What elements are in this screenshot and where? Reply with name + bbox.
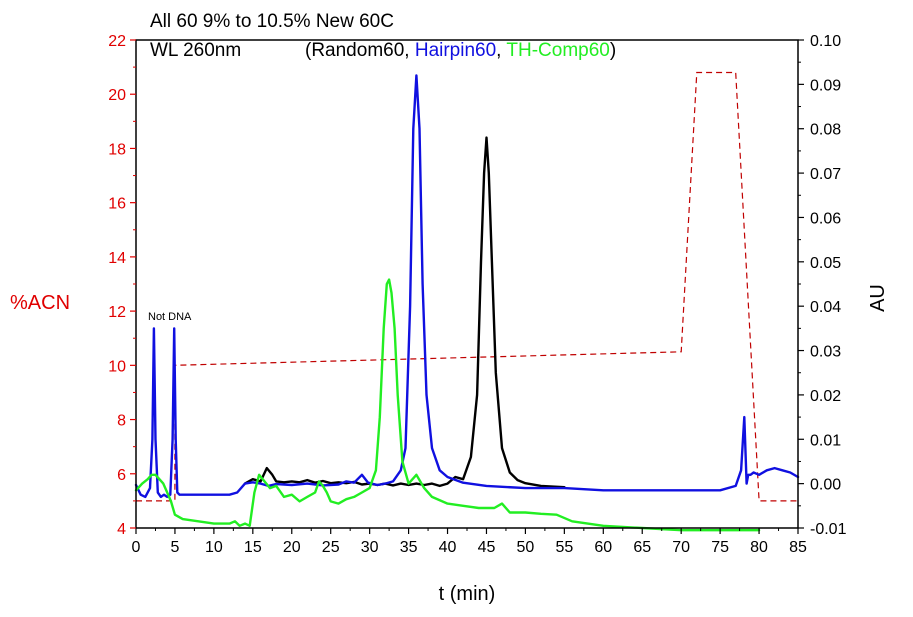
- y-right-tick-label: -0.01: [810, 521, 847, 538]
- y-right-tick-label: 0.06: [810, 210, 841, 227]
- y-right-tick-label: 0.04: [810, 299, 841, 316]
- legend-close-paren: ): [610, 40, 616, 61]
- x-tick-label: 45: [478, 539, 496, 556]
- x-tick-label: 25: [322, 539, 340, 556]
- y-right-tick-label: 0.09: [810, 77, 841, 94]
- x-tick-label: 30: [361, 539, 379, 556]
- legend-open-paren: (: [305, 40, 312, 61]
- chart-subtitle: WL 260nm: [150, 40, 241, 61]
- y-axis-right-label: AU: [867, 284, 889, 312]
- y-left-tick-label: 12: [108, 304, 126, 321]
- x-tick-label: 70: [672, 539, 690, 556]
- y-left-tick-label: 4: [117, 521, 126, 538]
- y-right-tick-label: 0.05: [810, 255, 841, 272]
- series-line-random60: [243, 136, 566, 489]
- x-tick-label: 75: [711, 539, 729, 556]
- y-right-tick-label: 0.01: [810, 432, 841, 449]
- y-right-tick-label: 0.03: [810, 344, 841, 361]
- legend-separator: ,: [496, 40, 506, 61]
- legend-separator: ,: [404, 40, 415, 61]
- chart-title: All 60 9% to 10.5% New 60C: [150, 11, 394, 32]
- y-axis-left: 4 6 8 10 12 14 16 18 20 22: [108, 33, 136, 538]
- acn-gradient-line: [136, 71, 798, 502]
- legend-item-hairpin60: Hairpin60: [415, 40, 496, 61]
- y-left-tick-label: 22: [108, 33, 126, 50]
- y-right-tick-label: 0.02: [810, 388, 841, 405]
- traces-layer: [134, 74, 800, 532]
- x-tick-label: 0: [132, 539, 141, 556]
- y-left-tick-label: 20: [108, 87, 126, 104]
- y-left-tick-label: 18: [108, 141, 126, 158]
- y-left-tick-label: 14: [108, 250, 126, 267]
- y-right-tick-label: 0.00: [810, 477, 841, 494]
- x-axis: 0 5 10 15 20 25 30 35 40 45 50 55 60 65 70 75 80 85: [132, 528, 807, 556]
- y-right-tick-label: 0.08: [810, 122, 841, 139]
- x-tick-label: 65: [633, 539, 651, 556]
- legend-item-th-comp60: TH-Comp60: [506, 40, 609, 61]
- x-tick-label: 20: [283, 539, 301, 556]
- x-tick-label: 55: [555, 539, 573, 556]
- y-right-tick-label: 0.07: [810, 166, 841, 183]
- x-tick-label: 5: [170, 539, 179, 556]
- y-left-tick-label: 6: [117, 467, 126, 484]
- x-tick-label: 80: [750, 539, 768, 556]
- x-tick-label: 10: [205, 539, 223, 556]
- series-line-hairpin60: [134, 74, 800, 499]
- x-tick-label: 35: [400, 539, 418, 556]
- legend-item-random60: Random60: [311, 40, 404, 61]
- plot-frame: [135, 39, 799, 529]
- x-tick-label: 85: [789, 539, 807, 556]
- x-tick-label: 50: [517, 539, 535, 556]
- not-dna-annotation: Not DNA: [148, 311, 192, 323]
- x-tick-label: 15: [244, 539, 262, 556]
- y-left-tick-label: 8: [117, 413, 126, 430]
- series-line-th-comp60: [134, 278, 761, 532]
- y-left-tick-label: 10: [108, 358, 126, 375]
- gradient-layer: [136, 71, 798, 502]
- legend: (Random60, Hairpin60, TH-Comp60): [305, 40, 616, 61]
- y-right-tick-label: 0.10: [810, 33, 841, 50]
- x-tick-label: 60: [594, 539, 612, 556]
- y-axis-right: -0.01 0.00 0.01 0.02 0.03 0.04 0.05 0.06 0.07 0.0…: [798, 33, 847, 538]
- y-axis-left-label: %ACN: [10, 292, 70, 314]
- x-axis-label: t (min): [439, 583, 496, 605]
- y-left-tick-label: 16: [108, 196, 126, 213]
- x-tick-label: 40: [439, 539, 457, 556]
